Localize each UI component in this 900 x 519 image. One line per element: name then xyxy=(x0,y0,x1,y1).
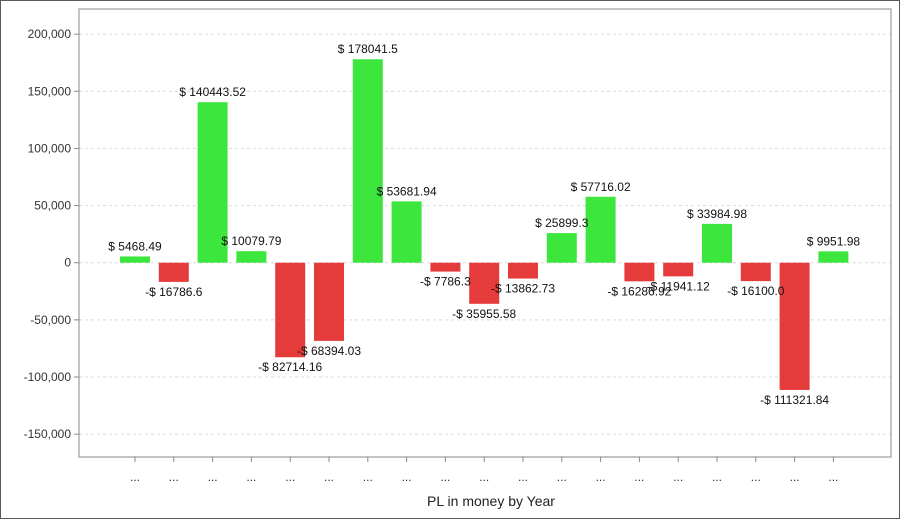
bar xyxy=(120,256,150,263)
bar xyxy=(158,262,189,282)
data-label: -$ 16286.92 xyxy=(607,284,671,298)
x-axis-title: PL in money by Year xyxy=(427,493,555,509)
x-tick-label: ... xyxy=(363,470,373,484)
x-tick-label: ... xyxy=(596,470,606,484)
bar xyxy=(508,262,538,279)
x-tick-label: ... xyxy=(246,470,256,484)
bar xyxy=(314,262,344,341)
data-label: -$ 68394.03 xyxy=(297,344,361,358)
bar xyxy=(546,233,577,263)
bar xyxy=(391,201,422,263)
x-tick-label: ... xyxy=(557,470,567,484)
y-tick-label: -50,000 xyxy=(30,313,71,327)
bar xyxy=(779,262,810,390)
data-label: $ 178041.5 xyxy=(338,42,398,56)
bar xyxy=(624,262,655,282)
data-label: $ 53681.94 xyxy=(377,184,437,198)
y-tick-label: 50,000 xyxy=(34,199,71,213)
bar xyxy=(430,262,461,272)
x-tick-label: ... xyxy=(518,470,528,484)
bar xyxy=(702,223,732,263)
x-tick-label: ... xyxy=(440,470,450,484)
x-tick-label: ... xyxy=(324,470,334,484)
bar xyxy=(818,251,849,263)
bar xyxy=(275,262,306,358)
y-tick-label: 100,000 xyxy=(28,141,72,155)
x-tick-label: ... xyxy=(130,470,140,484)
plot-area-border xyxy=(78,8,892,458)
y-tick-label: -100,000 xyxy=(24,370,72,384)
x-tick-label: ... xyxy=(402,470,412,484)
bar xyxy=(740,262,771,282)
x-tick-label: ... xyxy=(634,470,644,484)
x-tick-label: ... xyxy=(790,470,800,484)
data-label: -$ 7786.3 xyxy=(420,275,471,289)
x-tick-label: ... xyxy=(751,470,761,484)
data-label: -$ 13862.73 xyxy=(491,282,555,296)
x-tick-label: ... xyxy=(285,470,295,484)
data-label: $ 9951.98 xyxy=(807,234,861,248)
data-label: -$ 82714.16 xyxy=(258,360,322,374)
data-label: $ 140443.52 xyxy=(179,85,246,99)
y-tick-label: 150,000 xyxy=(28,84,72,98)
bar xyxy=(197,102,228,263)
x-tick-label: ... xyxy=(712,470,722,484)
bar xyxy=(236,251,267,263)
y-axis-ticks: -150,000 -100,000 -50,000 0 50,000 100,000 150… xyxy=(24,27,79,441)
bars xyxy=(120,59,849,390)
data-label: $ 5468.49 xyxy=(108,239,162,253)
data-label: $ 25899.3 xyxy=(535,216,589,230)
data-label: -$ 16786.6 xyxy=(145,285,203,299)
y-tick-label: 200,000 xyxy=(28,27,72,41)
bar xyxy=(585,196,616,263)
data-label: $ 33984.98 xyxy=(687,207,747,221)
y-tick-label: -150,000 xyxy=(24,427,72,441)
x-tick-label: ... xyxy=(673,470,683,484)
x-axis-ticks: ........................................… xyxy=(130,457,838,484)
bar xyxy=(469,262,500,304)
x-tick-label: ... xyxy=(828,470,838,484)
x-tick-label: ... xyxy=(208,470,218,484)
bar xyxy=(663,262,694,277)
x-tick-label: ... xyxy=(479,470,489,484)
x-tick-label: ... xyxy=(169,470,179,484)
data-label: -$ 35955.58 xyxy=(452,307,516,321)
data-label: -$ 11941.12 xyxy=(647,279,710,293)
data-label: $ 57716.02 xyxy=(571,180,631,194)
bar xyxy=(352,59,383,263)
y-tick-label: 0 xyxy=(64,256,71,270)
data-labels: $ 5468.49 -$ 16786.6 $ 140443.52 $ 10079.79… xyxy=(108,42,860,407)
data-label: $ 10079.79 xyxy=(221,234,281,248)
data-label: -$ 16100.0 xyxy=(727,284,785,298)
data-label: -$ 111321.84 xyxy=(760,393,829,407)
